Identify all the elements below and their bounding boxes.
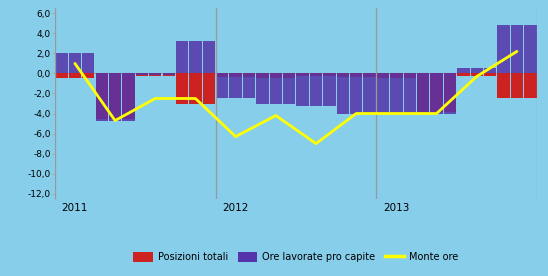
Bar <box>216 73 229 78</box>
Bar <box>176 73 188 104</box>
Bar <box>109 73 121 121</box>
Bar <box>95 73 108 118</box>
Bar <box>511 73 523 99</box>
Bar <box>471 73 483 76</box>
Bar <box>283 73 295 78</box>
Bar <box>390 73 403 113</box>
Bar <box>363 73 376 113</box>
Bar <box>149 73 162 76</box>
Bar <box>430 73 443 113</box>
Bar <box>122 73 135 121</box>
Bar <box>404 73 416 78</box>
Bar <box>296 73 309 76</box>
Bar <box>310 73 322 105</box>
Bar <box>122 73 135 118</box>
Bar <box>336 73 349 113</box>
Bar <box>511 25 523 73</box>
Bar <box>390 73 403 78</box>
Bar <box>498 73 510 99</box>
Bar <box>457 73 470 76</box>
Bar <box>68 53 81 73</box>
Bar <box>243 73 255 99</box>
Bar <box>256 73 269 104</box>
Bar <box>230 73 242 99</box>
Bar <box>189 73 202 104</box>
Bar <box>163 73 175 76</box>
Bar <box>498 25 510 73</box>
Bar <box>417 73 429 113</box>
Bar <box>323 73 335 76</box>
Bar <box>216 73 229 99</box>
Bar <box>163 73 175 75</box>
Bar <box>377 73 389 78</box>
Bar <box>189 41 202 73</box>
Bar <box>270 73 282 78</box>
Bar <box>350 73 362 113</box>
Bar <box>203 73 215 104</box>
Bar <box>417 73 429 112</box>
Bar <box>95 73 108 121</box>
Bar <box>471 68 483 73</box>
Bar <box>256 73 269 78</box>
Bar <box>336 73 349 78</box>
Bar <box>444 73 456 113</box>
Bar <box>230 73 242 78</box>
Bar <box>350 73 362 78</box>
Bar <box>243 73 255 78</box>
Bar <box>270 73 282 104</box>
Bar <box>283 73 295 104</box>
Bar <box>524 25 536 73</box>
Bar <box>55 53 67 73</box>
Bar <box>296 73 309 105</box>
Bar <box>136 73 148 75</box>
Bar <box>82 73 94 78</box>
Bar <box>68 73 81 78</box>
Bar <box>430 73 443 112</box>
Bar <box>203 41 215 73</box>
Bar <box>377 73 389 113</box>
Bar <box>484 68 496 73</box>
Bar <box>136 73 148 76</box>
Bar <box>524 73 536 99</box>
Bar <box>310 73 322 76</box>
Bar <box>109 73 121 118</box>
Bar <box>484 73 496 76</box>
Bar <box>82 53 94 73</box>
Bar <box>176 41 188 73</box>
Bar <box>444 73 456 112</box>
Legend: Posizioni totali, Ore lavorate pro capite, Monte ore: Posizioni totali, Ore lavorate pro capit… <box>129 248 463 266</box>
Bar <box>55 73 67 78</box>
Bar <box>457 68 470 73</box>
Bar <box>404 73 416 113</box>
Bar <box>149 73 162 75</box>
Bar <box>363 73 376 78</box>
Bar <box>323 73 335 105</box>
